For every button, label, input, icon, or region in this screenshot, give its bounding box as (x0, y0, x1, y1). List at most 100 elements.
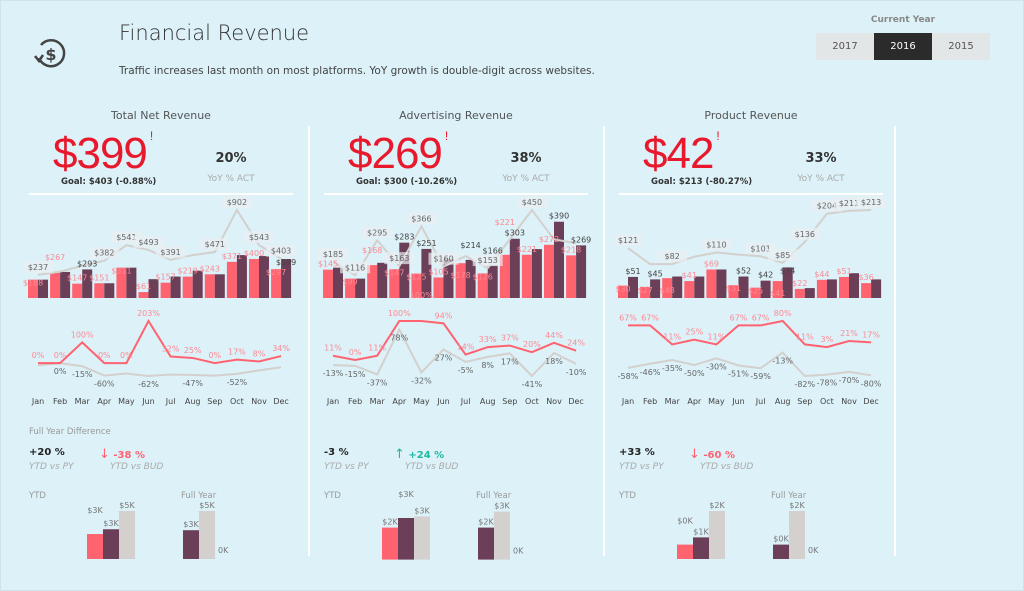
year-button-2016[interactable]: 2016 (874, 33, 932, 60)
bar-prior (399, 242, 410, 298)
divider (29, 193, 293, 195)
month-label: Jul (460, 397, 471, 406)
ytd-bar (709, 511, 725, 559)
svg-text:$: $ (45, 45, 56, 64)
bar-prior-label: $74 (780, 266, 795, 275)
month-label: Aug (185, 397, 201, 406)
alert-icon: ! (149, 129, 154, 143)
ytd-vs-bud: ↓ -60 % (689, 447, 735, 462)
bar-prior (509, 238, 520, 298)
bar-prior (716, 269, 727, 298)
bar-prior-label: $251 (416, 239, 436, 248)
bar-prior-label: $42 (758, 271, 773, 280)
pct-vs-prior-line (628, 319, 872, 349)
goal-text: Goal: $300 (-10.26%) (356, 177, 458, 187)
label-bg (856, 196, 887, 208)
bar-current (226, 261, 237, 298)
yoy-value: 20% (215, 151, 247, 166)
pct-prior-label: 80% (774, 309, 792, 318)
ytd-vs-py-label: YTD vs PY (619, 462, 664, 472)
month-label: May (708, 397, 725, 406)
pct-budget-label: -82% (794, 380, 815, 389)
bar-current-label: $400 (244, 249, 264, 258)
label-bg (428, 252, 459, 265)
ytd-vs-bud: ↓ -38 % (99, 447, 145, 462)
full-year-bar-label: $3K (183, 520, 199, 529)
bar-prior (650, 279, 661, 298)
full-year-difference-label: Full Year Difference (29, 427, 111, 437)
budget-label: $471 (205, 240, 225, 249)
bar-current-label: $25 (748, 287, 763, 296)
budget-label: $85 (775, 251, 790, 260)
bar-current (684, 281, 695, 298)
month-label: Jun (141, 397, 155, 406)
ytd-bar (87, 534, 103, 559)
bar-prior-label: $399 (276, 258, 296, 267)
arrow-up-icon: ↑ (394, 447, 405, 462)
label-bg (199, 238, 230, 251)
label-bg (244, 231, 274, 244)
label-bg (23, 260, 53, 273)
bar-prior (849, 273, 859, 298)
bar-current (50, 271, 61, 298)
year-button-2017[interactable]: 2017 (816, 33, 874, 60)
pct-prior-label: 11% (324, 344, 342, 353)
pct-budget-label: -50% (684, 369, 705, 378)
bar-current (816, 279, 827, 298)
bar-prior (281, 259, 292, 298)
pct-budget-label: -13% (772, 357, 793, 366)
budget-label: $136 (795, 230, 815, 239)
pct-prior-label: 17% (862, 330, 880, 339)
bar-current (640, 286, 651, 298)
month-label: Apr (392, 397, 407, 406)
pct-prior-label: 67% (730, 313, 748, 322)
pct-budget-label: -37% (367, 378, 388, 387)
pct-prior-label: 17% (228, 348, 246, 357)
bar-current-label: $151 (89, 273, 109, 282)
ytd-bar (382, 527, 398, 560)
month-label: Jan (621, 397, 634, 406)
bar-current (861, 283, 872, 298)
budget-label: $366 (411, 214, 431, 223)
pct-budget-label: -60% (94, 380, 115, 389)
month-label: Oct (230, 397, 244, 406)
bar-current (28, 279, 38, 298)
goal-text: Goal: $403 (-0.88%) (61, 177, 157, 187)
budget-label: $110 (706, 241, 726, 250)
ytd-bar-label: $3K (87, 506, 103, 515)
budget-line (627, 209, 872, 266)
bar-prior-label: $52 (736, 267, 751, 276)
bar-current (94, 283, 105, 298)
pct-vs-budget-line (37, 362, 282, 378)
month-label: Jun (436, 397, 450, 406)
ytd-vs-bud-label: YTD vs BUD (700, 462, 754, 472)
bar-current (706, 269, 717, 298)
full-year-bar (478, 527, 494, 560)
month-label: Oct (820, 397, 834, 406)
month-label: Dec (568, 397, 583, 406)
kpi-value: $269! (348, 129, 448, 179)
bar-prior (192, 270, 203, 298)
pct-budget-label: -70% (839, 376, 860, 385)
panel-title: Product Revenue (704, 109, 798, 122)
alert-icon: ! (716, 129, 720, 143)
bar-current-label: $41 (682, 271, 697, 280)
pct-budget-label: -15% (72, 370, 93, 379)
bar-prior (126, 267, 137, 298)
page-title: Financial Revenue (119, 21, 310, 45)
pct-vs-budget-line (627, 351, 872, 378)
label-bg (89, 246, 120, 259)
bar-prior (672, 276, 683, 298)
month-label: Nov (841, 397, 857, 406)
month-label: Sep (502, 397, 517, 406)
kpi-value: $42! (643, 129, 720, 179)
budget-label: $116 (345, 263, 365, 272)
bar-prior-label: $303 (505, 229, 525, 238)
bar-current (204, 274, 215, 298)
year-button-2015[interactable]: 2015 (932, 33, 990, 60)
pct-prior-label: 32% (162, 344, 180, 353)
ytd-bar-label: $3K (103, 519, 119, 528)
pct-prior-label: 37% (501, 334, 519, 343)
